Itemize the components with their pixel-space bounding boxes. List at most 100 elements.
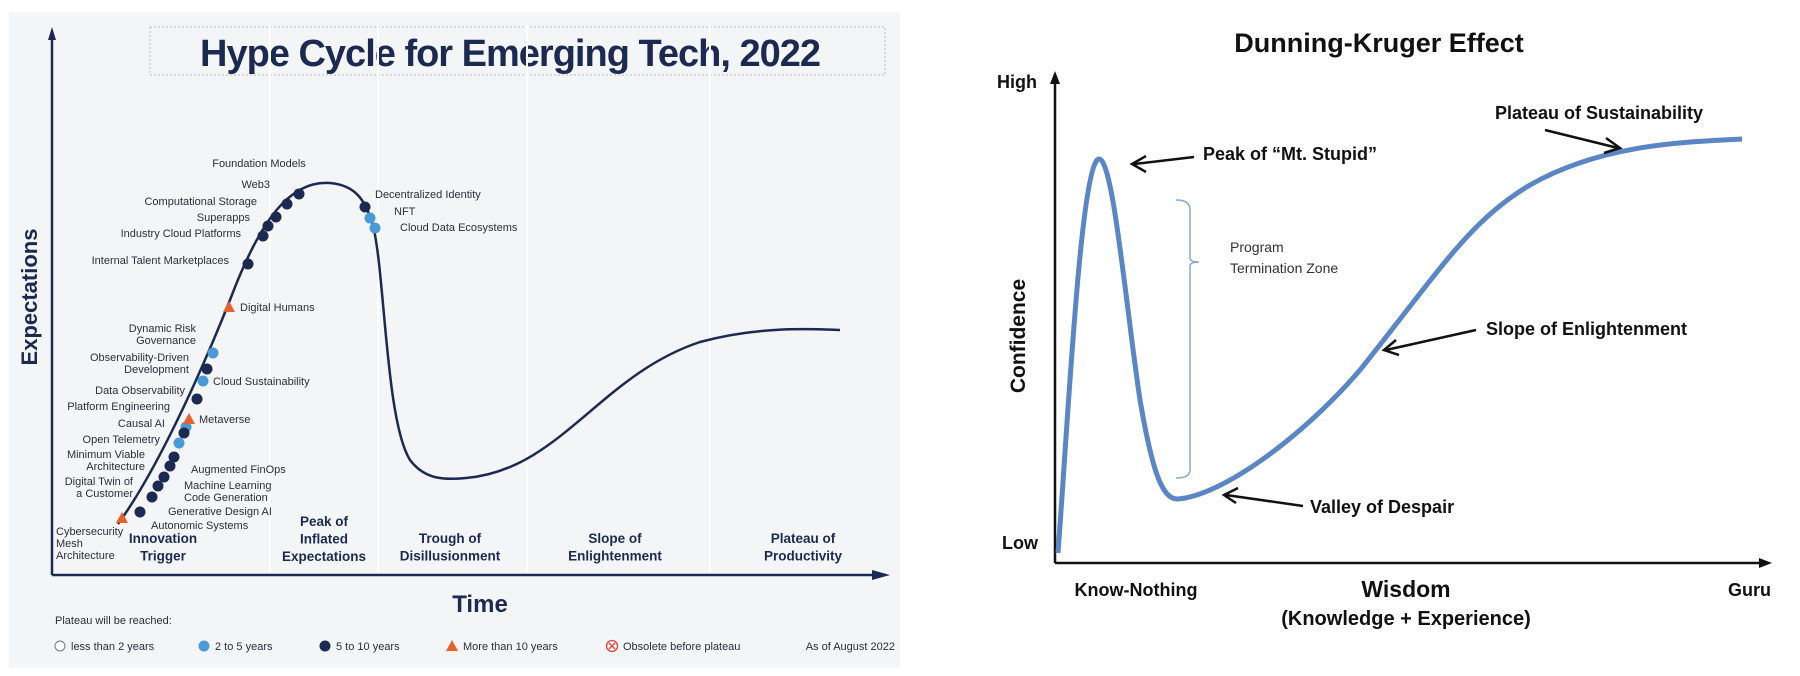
annotation-slope: Slope of Enlightenment — [1486, 319, 1687, 339]
item-dot-icon — [178, 427, 190, 439]
item-dot-icon — [257, 230, 269, 242]
hype-item: Industry Cloud Platforms — [121, 228, 269, 242]
legend-label: Obsolete before plateau — [623, 641, 740, 653]
x-axis-label: Time — [452, 591, 508, 618]
item-dot-icon — [158, 471, 170, 483]
hype-item: Machine Learning Code Generation — [152, 480, 271, 504]
dk-y-label: Confidence — [1007, 279, 1030, 393]
legend: less than 2 years 2 to 5 years 5 to 10 yea… — [54, 639, 740, 653]
legend-label: More than 10 years — [463, 641, 558, 653]
hype-item: NFT — [364, 206, 416, 224]
dk-xtick-guru: Guru — [1728, 580, 1771, 600]
hype-item-label: Digital Humans — [240, 302, 315, 314]
item-dot-icon — [207, 347, 219, 359]
legend-label: 2 to 5 years — [215, 641, 273, 653]
item-dot-icon — [152, 480, 164, 492]
x-axis-arrow — [872, 570, 890, 580]
hype-item-label: Cloud Sustainability — [213, 376, 310, 388]
hype-item: Digital Twin of a Customer — [65, 471, 170, 500]
hype-item-label: Decentralized Identity — [375, 189, 481, 201]
dk-x-arrow — [1759, 558, 1772, 568]
item-triangle-icon — [183, 413, 195, 424]
hype-item: Autonomic Systems — [134, 506, 249, 532]
bracket-label-1: Program — [1230, 239, 1284, 255]
legend-entry: Obsolete before plateau — [605, 639, 740, 653]
hype-item-label: Cybersecurity Mesh Architecture — [56, 526, 124, 562]
hype-item-label: Causal AI — [118, 418, 165, 430]
arrow-peak — [1133, 155, 1195, 166]
hype-item: Internal Talent Marketplaces — [92, 255, 254, 270]
hype-item: Augmented FinOps — [164, 460, 286, 476]
hype-item: Cloud Sustainability — [197, 375, 310, 388]
item-dot-icon — [134, 506, 146, 518]
hype-item: Decentralized Identity — [359, 189, 481, 213]
hype-item: Metaverse — [183, 413, 250, 426]
hype-item: Minimum Viable Architecture — [67, 449, 180, 473]
dk-title: Dunning-Kruger Effect — [1234, 28, 1524, 58]
hype-item: Generative Design AI — [146, 491, 272, 518]
obsolete-x-icon — [605, 639, 619, 653]
hype-item-label: Machine Learning Code Generation — [184, 480, 271, 504]
annotation-plateau: Plateau of Sustainability — [1495, 103, 1703, 123]
item-dot-icon — [293, 188, 305, 200]
hype-item: Observability-Driven Development — [90, 352, 213, 376]
item-dot-icon — [281, 198, 293, 210]
legend-label: less than 2 years — [71, 641, 155, 653]
y-axis-label: Expectations — [17, 229, 42, 366]
phase-label: Trough of Disillusionment — [400, 531, 501, 564]
dk-x-label: Wisdom — [1361, 576, 1450, 602]
phase-label: Slope of Enlightenment — [568, 531, 662, 564]
item-triangle-icon — [116, 512, 128, 523]
legend-dot-icon — [319, 640, 331, 652]
title-box — [149, 26, 886, 76]
item-dot-icon — [197, 375, 209, 387]
phase-labels: Innovation Trigger Peak of Inflated Expectat… — [129, 514, 843, 564]
hype-item: Foundation Models — [212, 158, 306, 200]
hype-item-label: Augmented FinOps — [191, 464, 286, 476]
legend-entry: More than 10 years — [446, 640, 558, 653]
hype-curve — [116, 181, 841, 525]
hype-item-label: Computational Storage — [144, 196, 257, 208]
hype-item: Digital Humans — [223, 301, 315, 314]
hype-item-label: Platform Engineering — [67, 401, 170, 413]
hype-item: Data Observability — [95, 385, 203, 405]
hype-item-label: Minimum Viable Architecture — [67, 449, 145, 473]
dk-ytick-high: High — [997, 72, 1037, 92]
item-dot-icon — [262, 220, 274, 232]
dk-ytick-low: Low — [1002, 533, 1039, 553]
arrow-valley — [1225, 493, 1304, 508]
item-dot-icon — [146, 491, 158, 503]
item-dot-icon — [242, 258, 254, 270]
item-dot-icon — [270, 211, 282, 223]
hype-item-label: Digital Twin of a Customer — [65, 476, 134, 500]
annotation-peak: Peak of “Mt. Stupid” — [1203, 144, 1377, 164]
hype-item: Dynamic Risk Governance — [129, 323, 219, 359]
item-dot-icon — [191, 393, 203, 405]
dunning-kruger-chart: Dunning-Kruger Effect High Low Confidenc… — [997, 28, 1772, 630]
hype-cycle-chart: Hype Cycle for Emerging Tech, 2022 Expec… — [9, 12, 900, 668]
legend-dot-icon — [198, 640, 210, 652]
item-dot-icon — [201, 363, 213, 375]
phase-dividers — [269, 25, 711, 573]
hype-title: Hype Cycle for Emerging Tech, 2022 — [200, 33, 820, 75]
item-dot-icon — [173, 437, 185, 449]
legend-entry: 5 to 10 years — [319, 640, 400, 653]
hype-item-label: Generative Design AI — [168, 506, 272, 518]
hype-item: Causal AI — [118, 418, 190, 439]
empty-circle-icon — [54, 640, 66, 652]
arrow-plateau — [1544, 128, 1619, 150]
as-of-note: As of August 2022 — [806, 641, 895, 653]
hype-item-label: Cloud Data Ecosystems — [400, 222, 518, 234]
legend-entry: 2 to 5 years — [198, 640, 273, 653]
hype-item-label: NFT — [394, 206, 416, 218]
item-dot-icon — [164, 460, 176, 472]
hype-item: Superapps — [197, 212, 274, 232]
phase-label: Peak of Inflated Expectations — [282, 514, 366, 564]
annotation-valley: Valley of Despair — [1310, 497, 1454, 517]
hype-item-label: Internal Talent Marketplaces — [92, 255, 230, 267]
y-axis-arrow — [48, 27, 56, 40]
hype-panel-bg — [9, 12, 900, 668]
hype-items: Foundation Models Web3 Computational Stora… — [56, 158, 518, 562]
hype-item-label: Superapps — [197, 212, 251, 224]
